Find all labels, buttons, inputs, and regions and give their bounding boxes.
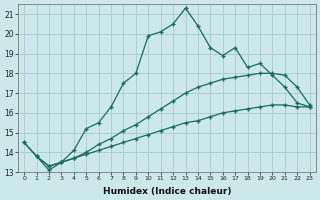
X-axis label: Humidex (Indice chaleur): Humidex (Indice chaleur) (103, 187, 231, 196)
